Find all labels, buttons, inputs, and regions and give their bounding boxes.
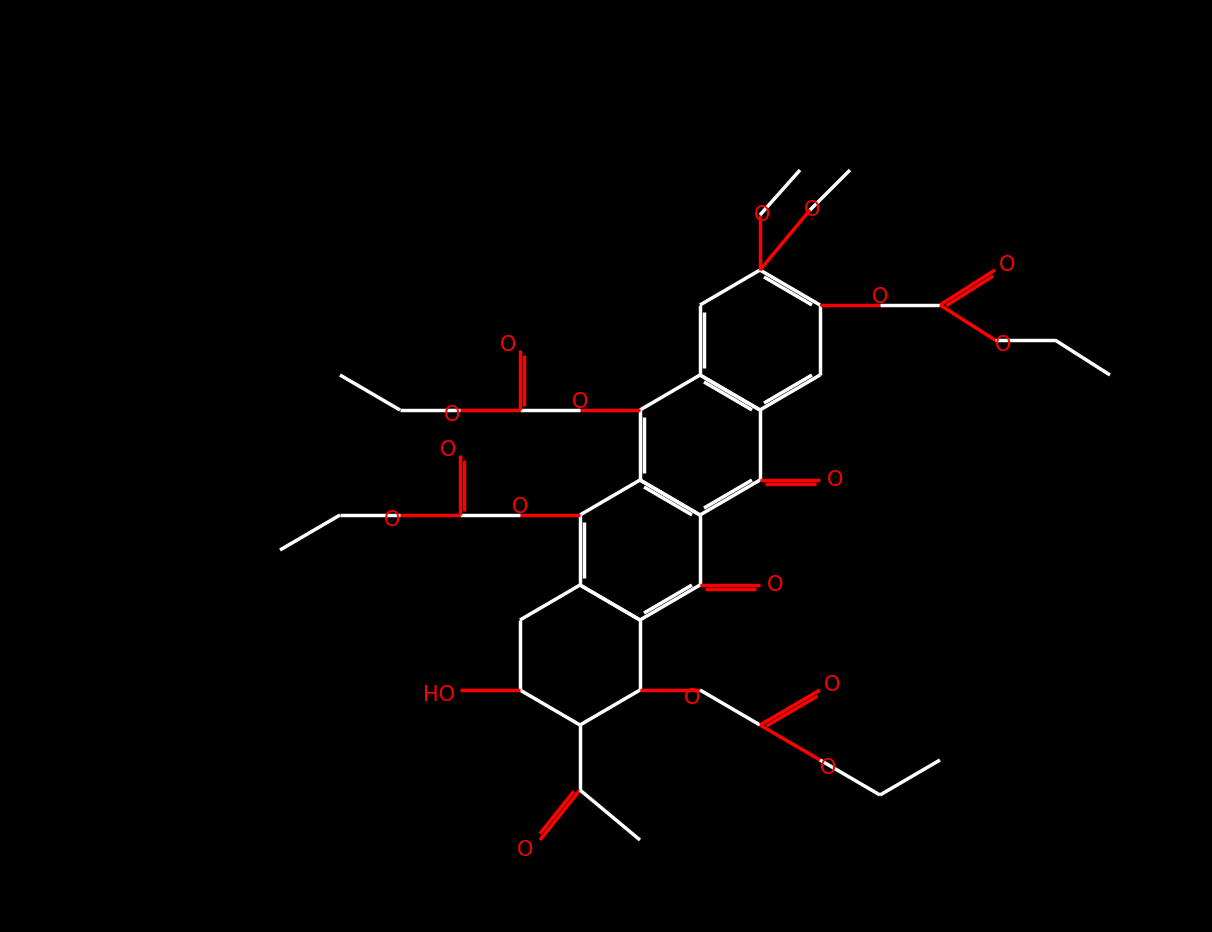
Text: O: O xyxy=(684,688,701,708)
Text: O: O xyxy=(995,335,1011,355)
Text: O: O xyxy=(499,335,516,355)
Text: O: O xyxy=(871,287,888,307)
Text: O: O xyxy=(444,405,461,425)
Text: O: O xyxy=(767,575,783,595)
Text: O: O xyxy=(384,510,400,530)
Text: O: O xyxy=(754,205,770,225)
Text: O: O xyxy=(999,255,1016,275)
Text: O: O xyxy=(804,200,821,220)
Text: O: O xyxy=(824,675,840,695)
Text: O: O xyxy=(516,840,533,860)
Text: O: O xyxy=(511,497,528,517)
Text: O: O xyxy=(572,392,588,412)
Text: O: O xyxy=(827,470,844,490)
Text: HO: HO xyxy=(423,685,454,705)
Text: O: O xyxy=(440,440,456,460)
Text: O: O xyxy=(819,758,836,778)
